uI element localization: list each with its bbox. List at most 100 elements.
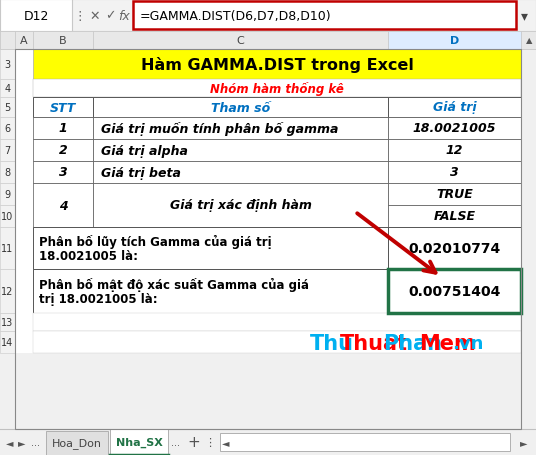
Bar	[388, 140, 521, 162]
Text: Nhóm hàm thống kê: Nhóm hàm thống kê	[210, 82, 344, 96]
Bar	[0, 331, 15, 353]
Bar	[0, 32, 15, 50]
Text: TRUE: TRUE	[436, 188, 473, 201]
Bar	[33, 184, 93, 228]
Bar	[0, 184, 15, 206]
Text: ✕: ✕	[90, 10, 100, 22]
Bar	[388, 228, 521, 269]
Text: ⋮: ⋮	[74, 10, 86, 22]
Bar	[15, 32, 33, 50]
Bar	[388, 206, 521, 228]
Text: 0.00751404: 0.00751404	[408, 284, 501, 298]
Text: ✓: ✓	[105, 10, 115, 22]
Bar	[33, 32, 93, 50]
Text: +: +	[188, 435, 200, 450]
Bar	[93, 118, 388, 140]
Text: D: D	[450, 36, 459, 46]
Text: Mem: Mem	[419, 333, 476, 353]
Text: 8: 8	[4, 167, 11, 177]
Bar	[220, 433, 510, 451]
Text: D12: D12	[23, 10, 49, 22]
Bar	[388, 162, 521, 184]
Bar	[93, 32, 388, 50]
Bar	[0, 429, 536, 455]
Text: =GAMMA.DIST(D6,D7,D8,D10): =GAMMA.DIST(D6,D7,D8,D10)	[140, 10, 332, 22]
Bar	[93, 98, 388, 118]
Text: ◄: ◄	[222, 437, 229, 447]
Text: 5: 5	[4, 103, 11, 113]
Text: 7: 7	[4, 146, 11, 156]
Bar	[388, 184, 521, 206]
Bar	[0, 32, 536, 50]
Text: ◄: ◄	[6, 437, 14, 447]
Bar	[33, 118, 93, 140]
Bar	[521, 32, 536, 50]
Bar	[0, 162, 15, 184]
Text: ►: ►	[520, 437, 528, 447]
Bar	[15, 50, 521, 429]
Text: .vn: .vn	[452, 334, 483, 352]
Text: 2: 2	[58, 144, 68, 157]
Bar	[33, 162, 93, 184]
Text: ▲: ▲	[526, 36, 532, 46]
Text: Hoa_Don: Hoa_Don	[52, 438, 102, 449]
Bar	[33, 50, 521, 80]
Bar	[0, 313, 15, 331]
Bar	[0, 80, 15, 98]
Text: 1: 1	[58, 122, 68, 135]
Text: fx: fx	[118, 10, 130, 22]
Text: STT: STT	[50, 101, 76, 114]
Bar	[33, 98, 93, 118]
Text: Nha_SX: Nha_SX	[116, 437, 162, 447]
Bar	[0, 269, 15, 313]
Bar	[33, 313, 521, 331]
Text: 9: 9	[4, 190, 11, 200]
Text: 3: 3	[450, 166, 459, 179]
Text: ►: ►	[18, 437, 26, 447]
Text: ▾: ▾	[520, 9, 527, 23]
Text: 18.0021005 là:: 18.0021005 là:	[39, 249, 138, 262]
Text: Thuat: Thuat	[340, 333, 408, 353]
Bar	[33, 331, 521, 353]
Text: 12: 12	[446, 144, 463, 157]
Text: Giá trị beta: Giá trị beta	[101, 166, 181, 179]
Text: Hàm GAMMA.DIST trong Excel: Hàm GAMMA.DIST trong Excel	[140, 57, 413, 73]
Text: Phân bố lũy tích Gamma của giá trị: Phân bố lũy tích Gamma của giá trị	[39, 234, 272, 248]
Text: 4: 4	[58, 199, 68, 212]
Text: A: A	[20, 36, 28, 46]
Text: Thu: Thu	[310, 333, 354, 353]
Text: Giá trị: Giá trị	[433, 101, 477, 114]
Text: 10: 10	[2, 212, 13, 222]
Text: ...: ...	[172, 437, 181, 447]
Bar	[0, 0, 72, 32]
Bar	[46, 431, 108, 455]
Bar	[33, 140, 93, 162]
Bar	[93, 140, 388, 162]
Text: Phân bố mật độ xác suất Gamma của giá: Phân bố mật độ xác suất Gamma của giá	[39, 278, 309, 291]
Bar	[33, 228, 388, 269]
Bar	[33, 269, 388, 313]
Text: Phan: Phan	[383, 333, 442, 353]
Text: 14: 14	[2, 337, 13, 347]
Bar	[0, 118, 15, 140]
Text: Giá trị muốn tính phân bố gamma: Giá trị muốn tính phân bố gamma	[101, 122, 338, 136]
Text: 3: 3	[58, 166, 68, 179]
Bar	[0, 206, 15, 228]
Text: Giá trị xác định hàm: Giá trị xác định hàm	[169, 199, 311, 212]
Text: 0.02010774: 0.02010774	[408, 242, 501, 255]
Bar	[388, 269, 521, 313]
Text: 13: 13	[2, 317, 13, 327]
Bar	[388, 98, 521, 118]
Text: B: B	[59, 36, 67, 46]
Bar	[133, 2, 516, 30]
Bar	[388, 118, 521, 140]
Bar	[0, 140, 15, 162]
Text: Tham số: Tham số	[211, 101, 270, 114]
Bar	[0, 0, 536, 32]
Bar	[93, 162, 388, 184]
Bar	[93, 184, 388, 228]
Text: Giá trị alpha: Giá trị alpha	[101, 144, 188, 157]
Text: ⋮: ⋮	[204, 437, 215, 447]
Bar	[110, 429, 168, 455]
Bar	[33, 80, 521, 98]
